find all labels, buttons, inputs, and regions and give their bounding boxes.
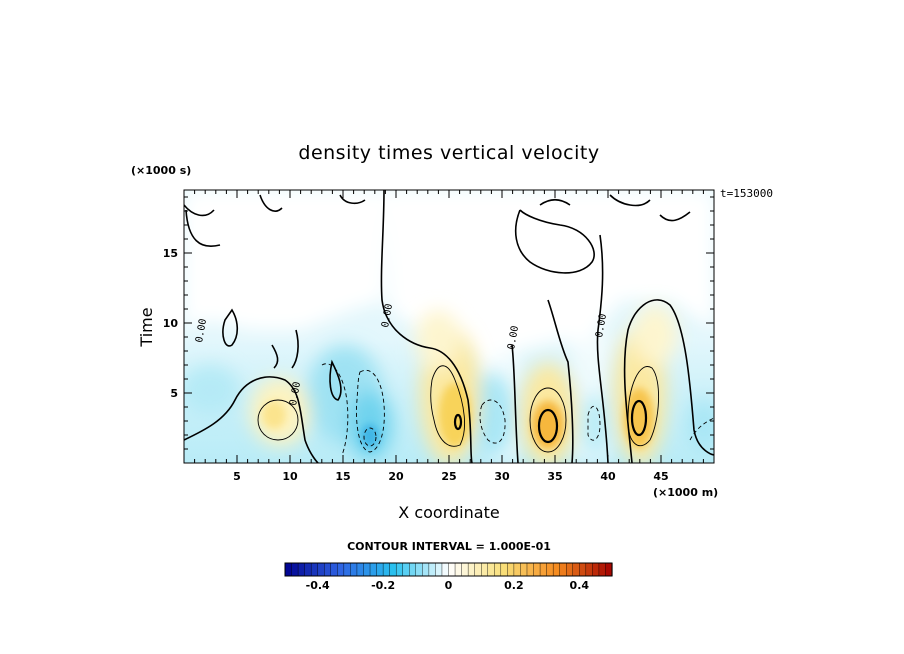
contour-labels: 0.00 0.00 0.00 0.00 0.00: [194, 303, 609, 407]
x-axis-unit: (×1000 m): [653, 486, 718, 499]
colorbar-cell: [422, 562, 430, 577]
colorbar-cell: [474, 562, 482, 577]
colorbar-cell: [428, 562, 437, 577]
colorbar-cell: [461, 562, 469, 577]
x-tick-label: 25: [441, 470, 456, 483]
colorbar-cell: [585, 562, 593, 577]
colorbar-tick-label: -0.2: [371, 579, 395, 592]
contour-interval-label: CONTOUR INTERVAL = 1.000E-01: [347, 540, 551, 553]
colorbar-cell: [369, 562, 378, 577]
colorbar-ticks: -0.4 -0.2 0 0.2 0.4: [306, 579, 590, 592]
colorbar-cell: [559, 562, 567, 577]
contour-label: 0.00: [194, 318, 209, 344]
colorbar-cell: [487, 562, 495, 577]
x-tick-label: 45: [653, 470, 668, 483]
x-tick-label: 20: [388, 470, 404, 483]
x-tick-label: 35: [547, 470, 562, 483]
colorbar-cell: [330, 562, 338, 577]
y-axis-ticks: 5 10 15: [163, 196, 714, 450]
y-tick-label: 5: [170, 387, 178, 400]
colorbar-cell: [605, 562, 613, 577]
colorbar-cell: [350, 562, 358, 577]
colorbar-tick-label: 0.2: [504, 579, 524, 592]
colorbar-cell: [415, 562, 423, 577]
colorbar-cell: [356, 562, 365, 577]
colorbar-cell: [520, 562, 528, 577]
plot-area: 0.00 0.00 0.00 0.00 0.00: [184, 190, 714, 463]
x-tick-label: 5: [233, 470, 241, 483]
colorbar-cell: [284, 562, 293, 577]
colorbar-cell: [304, 562, 312, 577]
x-tick-label: 10: [282, 470, 298, 483]
contour-label: 0.00: [380, 303, 395, 329]
near-zero-regions: [184, 190, 714, 463]
colorbar-cell: [546, 562, 554, 577]
colorbar-cell: [291, 562, 299, 577]
colorbar-cell: [481, 562, 489, 577]
x-axis-ticks: 5 10 15 20 25 30 35 40 45: [194, 190, 704, 483]
colorbar-cell: [566, 562, 574, 577]
zero-contours: [184, 190, 714, 463]
colorbar: [284, 562, 613, 577]
colorbar-cell: [539, 562, 548, 577]
colorbar-cell: [592, 562, 600, 577]
negative-contours: [321, 363, 714, 456]
colorbar-cell: [454, 562, 463, 577]
x-tick-label: 40: [600, 470, 616, 483]
colorbar-cell: [533, 562, 541, 577]
colorbar-cell: [435, 562, 443, 577]
colorbar-cell: [500, 562, 508, 577]
contour-label: 0.00: [288, 381, 303, 407]
colorbar-cell: [579, 562, 587, 577]
contour-label: 0.00: [506, 325, 521, 351]
colorbar-cell: [324, 562, 332, 577]
y-tick-label: 10: [163, 317, 179, 330]
y-axis-unit: (×1000 s): [131, 164, 191, 177]
colorbar-tick-label: 0: [445, 579, 453, 592]
colorbar-tick-label: 0.4: [570, 579, 590, 592]
colorbar-cell: [526, 562, 535, 577]
colored-features: [184, 305, 714, 463]
colorbar-cell: [317, 562, 325, 577]
colorbar-cell: [448, 562, 456, 577]
time-stamp: t=153000: [720, 187, 773, 200]
colorbar-cell: [389, 562, 397, 577]
x-axis-label: X coordinate: [398, 503, 499, 522]
colorbar-cell: [395, 562, 404, 577]
colorbar-tick-label: -0.4: [306, 579, 330, 592]
contour-label: 0.00: [594, 313, 609, 339]
colorbar-cell: [343, 562, 351, 577]
colorbar-cell: [310, 562, 319, 577]
colorbar-cell: [337, 562, 345, 577]
y-tick-label: 15: [163, 247, 178, 260]
colorbar-cell: [376, 562, 384, 577]
colorbar-frame: [284, 562, 613, 577]
colorbar-cell: [598, 562, 607, 577]
colorbar-cell: [363, 562, 371, 577]
strong-features: [262, 383, 654, 449]
colorbar-cell: [441, 562, 450, 577]
colorbar-cell: [382, 562, 391, 577]
chart-title: density times vertical velocity: [298, 142, 599, 164]
x-tick-label: 15: [335, 470, 350, 483]
x-tick-label: 30: [494, 470, 510, 483]
colorbar-cell: [552, 562, 561, 577]
positive-contours: [257, 365, 660, 453]
colorbar-cell: [513, 562, 522, 577]
colorbar-cell: [494, 562, 502, 577]
colorbar-cell: [409, 562, 417, 577]
colorbar-cell: [507, 562, 515, 577]
colorbar-cell: [572, 562, 580, 577]
colorbar-cell: [467, 562, 476, 577]
colorbar-cell: [402, 562, 410, 577]
y-axis-label: Time: [137, 307, 156, 347]
strong-positive-contours: [453, 399, 648, 444]
colorbar-cell: [297, 562, 306, 577]
